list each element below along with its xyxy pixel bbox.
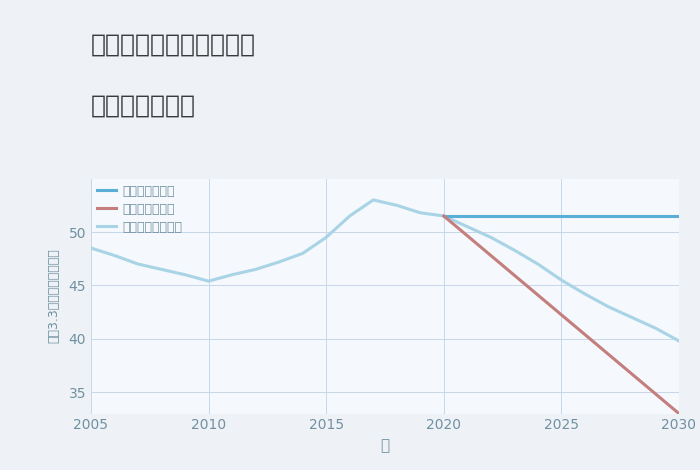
ノーマルシナリオ bbox=[158, 266, 166, 272]
グッドシナリオ bbox=[581, 213, 589, 219]
ノーマルシナリオ bbox=[111, 253, 119, 258]
グッドシナリオ bbox=[675, 213, 683, 219]
ノーマルシナリオ bbox=[322, 235, 330, 240]
ノーマルシナリオ bbox=[181, 272, 189, 278]
Text: 土地の価格推移: 土地の価格推移 bbox=[91, 94, 196, 118]
グッドシナリオ bbox=[651, 213, 659, 219]
ノーマルシナリオ bbox=[675, 338, 683, 344]
ノーマルシナリオ bbox=[440, 213, 448, 219]
ノーマルシナリオ bbox=[204, 278, 213, 284]
グッドシナリオ bbox=[440, 213, 448, 219]
ノーマルシナリオ bbox=[275, 259, 284, 265]
グッドシナリオ bbox=[628, 213, 636, 219]
ノーマルシナリオ bbox=[557, 277, 566, 283]
ノーマルシナリオ bbox=[251, 266, 260, 272]
Line: ノーマルシナリオ: ノーマルシナリオ bbox=[91, 200, 679, 341]
ノーマルシナリオ bbox=[298, 251, 307, 256]
グッドシナリオ bbox=[533, 213, 542, 219]
ノーマルシナリオ bbox=[510, 247, 519, 253]
ノーマルシナリオ bbox=[463, 224, 472, 229]
ノーマルシナリオ bbox=[87, 245, 95, 251]
ノーマルシナリオ bbox=[393, 203, 401, 208]
ノーマルシナリオ bbox=[369, 197, 377, 203]
X-axis label: 年: 年 bbox=[380, 438, 390, 453]
ノーマルシナリオ bbox=[416, 210, 424, 216]
ノーマルシナリオ bbox=[533, 261, 542, 267]
Legend: グッドシナリオ, バッドシナリオ, ノーマルシナリオ: グッドシナリオ, バッドシナリオ, ノーマルシナリオ bbox=[97, 185, 182, 234]
Text: 兵庫県西宮市名塩赤坂の: 兵庫県西宮市名塩赤坂の bbox=[91, 33, 256, 57]
グッドシナリオ bbox=[486, 213, 495, 219]
ノーマルシナリオ bbox=[581, 291, 589, 297]
ノーマルシナリオ bbox=[346, 213, 354, 219]
ノーマルシナリオ bbox=[628, 314, 636, 320]
ノーマルシナリオ bbox=[604, 304, 612, 310]
グッドシナリオ bbox=[510, 213, 519, 219]
グッドシナリオ bbox=[463, 213, 472, 219]
グッドシナリオ bbox=[557, 213, 566, 219]
ノーマルシナリオ bbox=[134, 261, 142, 267]
ノーマルシナリオ bbox=[228, 272, 237, 278]
ノーマルシナリオ bbox=[486, 235, 495, 240]
グッドシナリオ bbox=[604, 213, 612, 219]
Y-axis label: 平（3.3㎡）単価（万円）: 平（3.3㎡）単価（万円） bbox=[48, 249, 60, 344]
ノーマルシナリオ bbox=[651, 325, 659, 331]
